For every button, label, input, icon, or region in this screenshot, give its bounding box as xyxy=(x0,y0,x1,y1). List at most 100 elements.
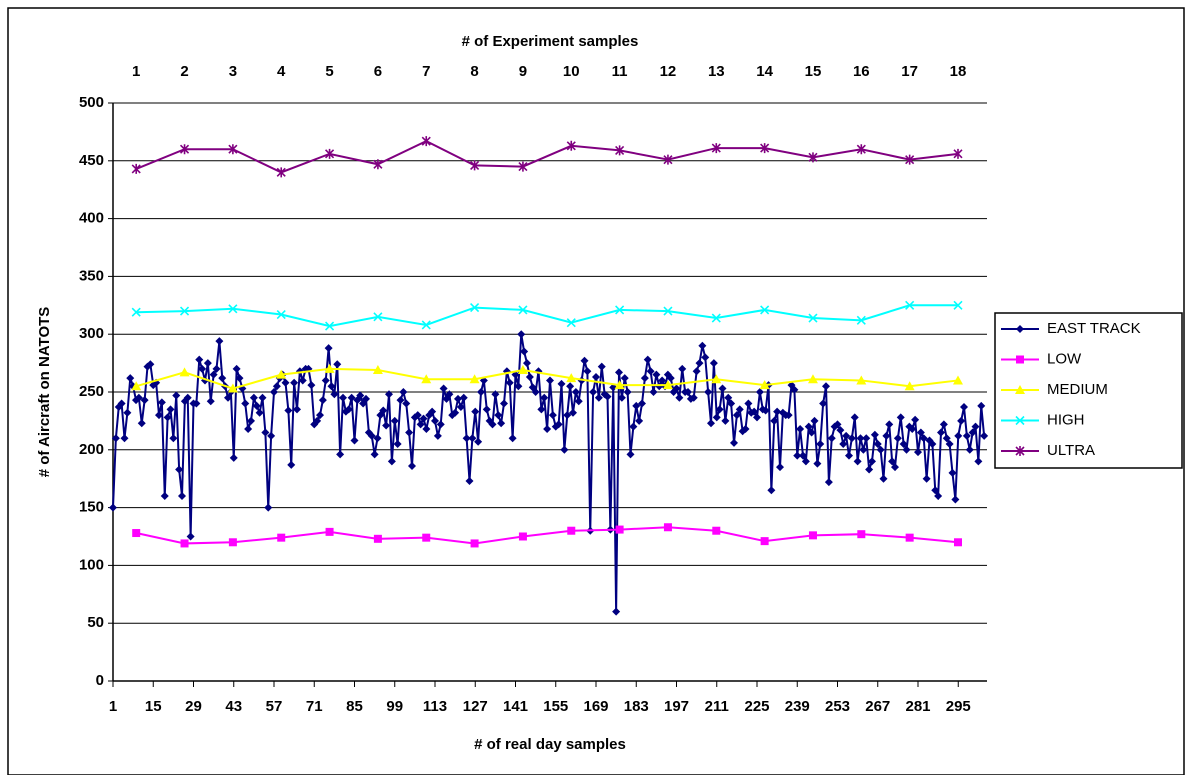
marker xyxy=(379,406,388,415)
marker xyxy=(750,407,759,416)
marker xyxy=(370,450,379,459)
marker xyxy=(172,391,181,400)
marker xyxy=(307,381,316,390)
marker xyxy=(428,407,437,416)
y-tick-label: 150 xyxy=(79,499,104,516)
marker xyxy=(615,145,625,156)
marker xyxy=(856,434,865,443)
marker xyxy=(732,411,741,420)
marker xyxy=(592,372,600,381)
marker xyxy=(663,154,673,165)
marker xyxy=(131,163,141,174)
marker xyxy=(421,374,432,384)
marker xyxy=(824,478,833,487)
x-tick-label: 239 xyxy=(785,698,810,715)
marker xyxy=(876,445,885,454)
marker xyxy=(615,525,624,534)
marker xyxy=(741,424,750,433)
marker xyxy=(658,376,667,385)
marker xyxy=(793,451,802,460)
marker xyxy=(126,374,135,383)
marker xyxy=(712,526,721,535)
marker xyxy=(914,448,922,457)
marker xyxy=(888,457,897,466)
marker xyxy=(500,399,508,408)
x2-tick-label: 16 xyxy=(853,63,870,80)
series-markers xyxy=(132,523,962,548)
marker xyxy=(856,375,867,385)
x-tick-label: 169 xyxy=(583,698,608,715)
marker xyxy=(856,144,866,155)
marker xyxy=(350,436,359,445)
marker xyxy=(261,428,270,437)
marker xyxy=(477,388,485,396)
marker xyxy=(232,364,241,373)
x2-tick-label: 18 xyxy=(950,63,967,80)
marker xyxy=(945,440,954,449)
marker xyxy=(885,420,894,429)
series-line xyxy=(135,526,959,545)
y-tick-label: 100 xyxy=(79,556,104,573)
marker xyxy=(715,405,724,414)
marker xyxy=(546,376,554,385)
marker xyxy=(807,428,816,437)
x-tick-label: 281 xyxy=(905,698,930,715)
marker xyxy=(760,537,769,546)
marker xyxy=(367,431,376,440)
marker xyxy=(810,416,819,425)
marker xyxy=(712,413,721,422)
marker xyxy=(474,437,483,446)
x-tick-label: 211 xyxy=(705,698,729,715)
marker xyxy=(215,337,224,346)
marker xyxy=(695,359,704,368)
marker xyxy=(675,393,684,402)
marker xyxy=(324,363,335,373)
marker xyxy=(566,373,577,383)
y-tick-label: 50 xyxy=(87,614,104,631)
marker xyxy=(566,140,576,151)
y-tick-label: 250 xyxy=(79,383,104,400)
marker xyxy=(465,477,474,486)
marker xyxy=(1015,385,1025,394)
marker xyxy=(281,378,290,387)
marker xyxy=(439,384,448,393)
marker xyxy=(790,385,799,394)
marker xyxy=(614,380,625,390)
marker xyxy=(482,405,491,414)
marker xyxy=(175,465,184,474)
marker xyxy=(258,393,267,402)
marker xyxy=(356,391,365,400)
x-axis-title: # of real day samples xyxy=(474,736,626,753)
marker xyxy=(566,318,576,328)
marker xyxy=(405,428,414,437)
marker xyxy=(615,368,623,377)
marker xyxy=(953,148,963,159)
x-tick-label: 99 xyxy=(386,698,403,715)
marker xyxy=(134,393,143,402)
marker xyxy=(132,529,141,538)
series-line xyxy=(135,367,959,390)
marker xyxy=(228,538,237,547)
x-tick-label: 197 xyxy=(664,698,689,715)
marker xyxy=(399,388,408,396)
marker xyxy=(862,434,871,443)
marker xyxy=(419,414,428,423)
marker xyxy=(537,405,546,414)
marker xyxy=(711,374,722,384)
x2-tick-label: 12 xyxy=(660,63,677,80)
marker xyxy=(518,161,528,172)
marker xyxy=(689,393,698,402)
marker xyxy=(724,393,733,402)
marker xyxy=(218,374,227,383)
marker xyxy=(514,382,523,391)
marker xyxy=(520,347,529,356)
x-tick-label: 113 xyxy=(423,698,447,715)
marker xyxy=(571,388,580,396)
x2-tick-label: 7 xyxy=(422,63,430,80)
marker xyxy=(911,415,920,424)
marker xyxy=(721,416,730,425)
marker xyxy=(163,413,172,422)
marker xyxy=(462,434,471,443)
x2-tick-label: 11 xyxy=(612,63,628,80)
